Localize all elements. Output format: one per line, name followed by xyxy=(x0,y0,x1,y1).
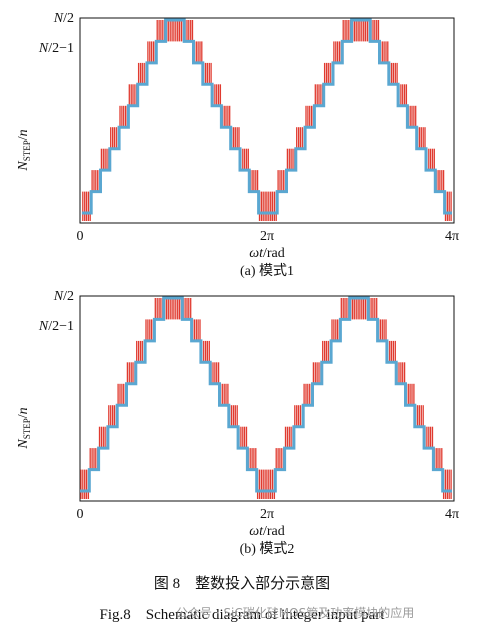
panel-b-xtick-0: 0 xyxy=(77,507,84,522)
panel-b-pwm-series xyxy=(80,298,452,499)
panel-b-label: (b) 模式2 xyxy=(240,541,295,557)
panel-b-ytick-top: N/2 xyxy=(53,289,74,304)
panel-b-ylabel: NSTEP/n xyxy=(16,407,32,449)
panel-a-staircase-series xyxy=(81,18,452,215)
panel-a-label: (a) 模式1 xyxy=(240,263,294,279)
panel-a-xtick-2pi: 2π xyxy=(260,229,274,244)
panel-a-xlabel: ωt/rad xyxy=(249,246,285,261)
panel-b-xtick-4pi: 4π xyxy=(445,507,459,522)
panel-b-staircase-series xyxy=(80,296,452,493)
panel-b-xtick-2pi: 2π xyxy=(260,507,274,522)
panel-a-xtick-4pi: 4π xyxy=(445,229,459,244)
panel-b-frame xyxy=(79,295,455,502)
panel-a-ytick-top: N/2 xyxy=(53,11,74,26)
panel-a-plot: N/2 N/2−1 NSTEP/n 0 2π 4π ωt/rad (a) 模式1 xyxy=(16,11,459,279)
figure-caption-english: Fig.8 Schematic diagram of integer input… xyxy=(99,607,385,623)
panel-a-ylabel: NSTEP/n xyxy=(16,129,32,171)
panel-b-ytick-second: N/2−1 xyxy=(38,319,74,334)
panel-b-plot: N/2 N/2−1 NSTEP/n 0 2π 4π ωt/rad (b) 模式2 xyxy=(16,289,459,557)
panel-a-pwm-series xyxy=(82,20,452,221)
panel-b-xlabel: ωt/rad xyxy=(249,524,285,539)
panel-a-ytick-second: N/2−1 xyxy=(38,41,74,56)
figure-caption-chinese: 图 8 整数投入部分示意图 xyxy=(153,576,331,592)
panel-a-frame xyxy=(79,17,455,224)
watermark-text: 公众号 · SiC碳化硅MOS管及功率模块的应用 xyxy=(176,606,415,620)
panel-a-xtick-0: 0 xyxy=(77,229,84,244)
